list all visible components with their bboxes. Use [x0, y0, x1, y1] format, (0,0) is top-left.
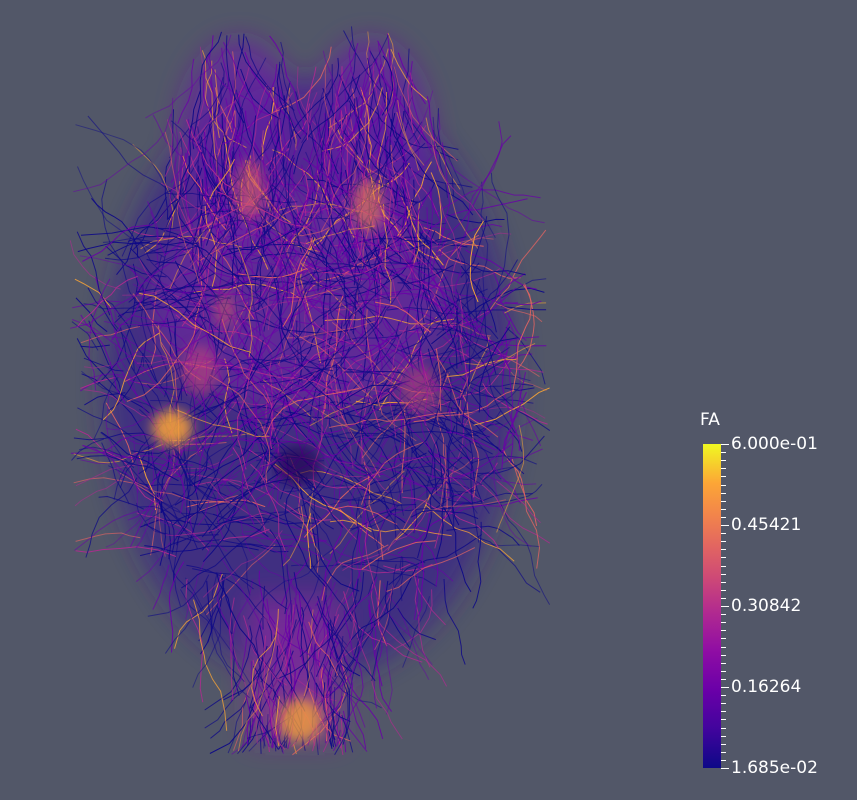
colorbar-minor-tick [721, 703, 726, 704]
colorbar-label-min: 1.685e-02 [731, 758, 818, 778]
colorbar-minor-tick [721, 460, 726, 461]
colorbar-minor-tick [721, 493, 726, 494]
colorbar-minor-tick [721, 614, 726, 615]
colorbar-minor-tick [721, 655, 726, 656]
colorbar-major-tick [721, 525, 729, 526]
colorbar-minor-tick [721, 509, 726, 510]
colorbar-label-3: 0.30842 [731, 596, 802, 616]
colorbar-minor-tick [721, 695, 726, 696]
colorbar-minor-tick [721, 728, 726, 729]
colorbar-minor-tick [721, 663, 726, 664]
colorbar-minor-tick [721, 541, 726, 542]
colorbar-minor-tick [721, 452, 726, 453]
colorbar-minor-tick [721, 501, 726, 502]
colorbar-minor-tick [721, 622, 726, 623]
colorbar-minor-tick [721, 476, 726, 477]
colorbar-minor-tick [721, 582, 726, 583]
colorbar-minor-tick [721, 736, 726, 737]
color-legend: FA 6.000e-01 0.45421 0.30842 0.16264 1.6… [700, 410, 850, 790]
colorbar-minor-tick [721, 590, 726, 591]
colorbar-label-2: 0.45421 [731, 515, 802, 535]
colorbar-major-tick [721, 768, 729, 769]
colorbar-gradient [703, 444, 721, 768]
colorbar-minor-tick [721, 557, 726, 558]
colorbar-minor-tick [721, 744, 726, 745]
colorbar-major-tick [721, 606, 729, 607]
colorbar-minor-tick [721, 647, 726, 648]
colorbar-minor-tick [721, 630, 726, 631]
colorbar-minor-tick [721, 679, 726, 680]
colorbar-major-tick [721, 687, 729, 688]
colorbar-minor-tick [721, 711, 726, 712]
colorbar-minor-tick [721, 549, 726, 550]
colorbar-minor-tick [721, 638, 726, 639]
colorbar-minor-tick [721, 566, 726, 567]
colorbar-minor-tick [721, 760, 726, 761]
colorbar-minor-tick [721, 574, 726, 575]
colorbar-label-4: 0.16264 [731, 677, 802, 697]
colorbar-minor-tick [721, 533, 726, 534]
ventricle-region [276, 445, 320, 485]
colorbar-label-max: 6.000e-01 [731, 434, 818, 454]
colorbar-minor-tick [721, 719, 726, 720]
colorbar-minor-tick [721, 517, 726, 518]
colorbar-minor-tick [721, 671, 726, 672]
colorbar-major-tick [721, 444, 729, 445]
colorbar-title: FA [700, 410, 720, 430]
colorbar-minor-tick [721, 485, 726, 486]
colorbar-minor-tick [721, 752, 726, 753]
colorbar-minor-tick [721, 598, 726, 599]
high-fa-regions [152, 160, 440, 742]
colorbar-minor-tick [721, 468, 726, 469]
